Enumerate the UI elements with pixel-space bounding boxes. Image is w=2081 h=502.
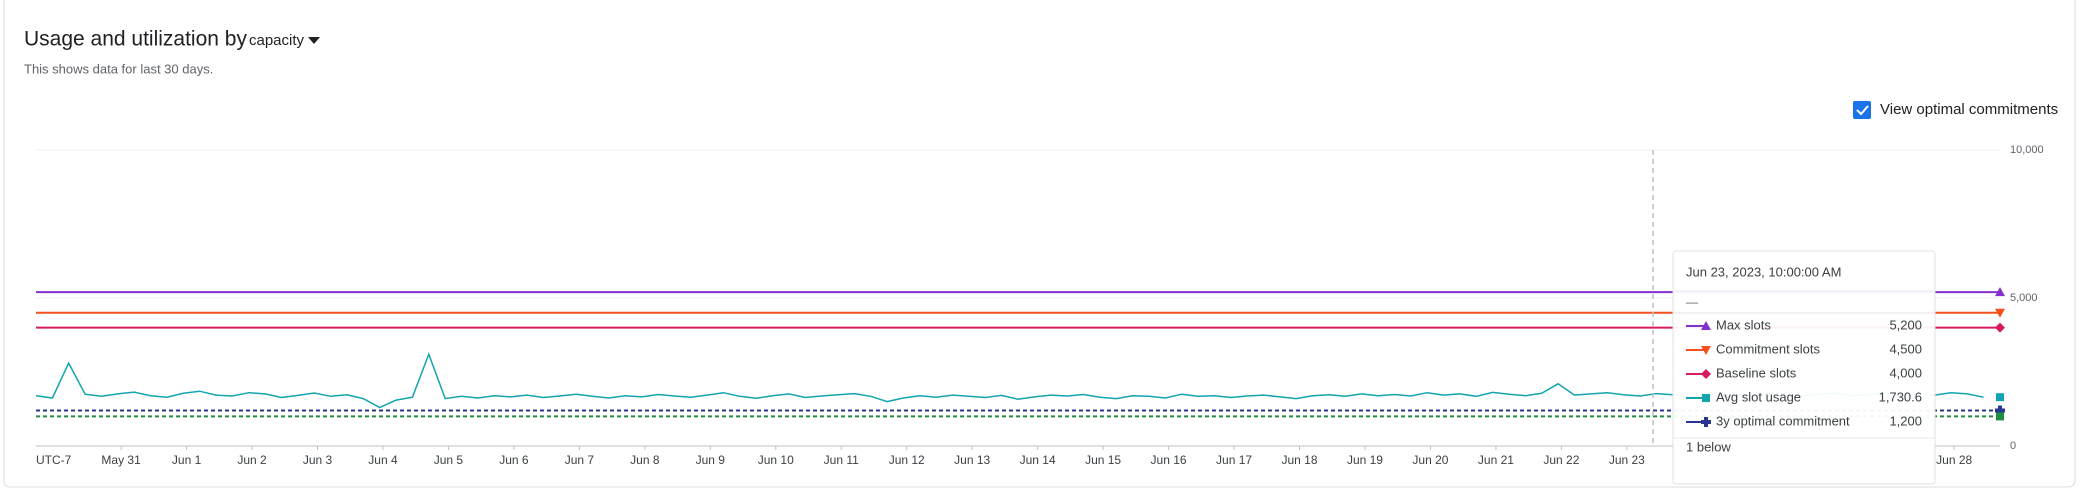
dropdown[interactable]: capacity <box>249 32 305 49</box>
end-marker <box>1995 308 2005 318</box>
dropdown-arrow[interactable] <box>308 37 320 44</box>
end-marker <box>1996 393 2004 402</box>
tooltip-value: 4,000 <box>1889 365 1922 380</box>
x-tick-label: Jun 10 <box>758 453 794 467</box>
x-tick-label: Jun 6 <box>499 453 529 467</box>
checkbox[interactable] <box>1853 101 1871 119</box>
tooltip: Jun 23, 2023, 10:00:00 AM — Max slots 5,200… <box>1672 250 1936 485</box>
tooltip-series-name: 3y optimal commitment <box>1716 413 1850 428</box>
series-line <box>35 352 1984 409</box>
subtitle: This shows data for last 30 days. <box>24 61 213 76</box>
end-marker <box>1995 322 2005 333</box>
y-tick-label: 10,000 <box>2010 144 2044 156</box>
tooltip-title: Jun 23, 2023, 10:00:00 AM <box>1686 264 1841 279</box>
x-tick-label: Jun 1 <box>172 453 202 467</box>
x-tick-label: Jun 18 <box>1281 453 1317 467</box>
x-tick-label: Jun 3 <box>303 453 333 467</box>
legend-marker <box>1701 417 1711 427</box>
legend-marker <box>1701 369 1711 379</box>
x-tick-label: Jun 16 <box>1151 453 1187 467</box>
title: Usage and utilization by <box>24 28 247 51</box>
x-tick-label: Jun 11 <box>824 453 859 467</box>
end-marker <box>1995 287 2005 297</box>
x-tick-label: Jun 8 <box>630 453 660 467</box>
x-tick-label: May 31 <box>101 453 141 467</box>
tooltip-series-name: Commitment slots <box>1716 341 1821 356</box>
end-marker <box>1995 405 2005 416</box>
x-tick-label: Jun 15 <box>1085 453 1121 467</box>
tooltip-series-name: Baseline slots <box>1716 365 1797 380</box>
x-tick-label: Jun 17 <box>1216 453 1252 467</box>
x-tick-label: Jun 23 <box>1609 453 1645 467</box>
tooltip-footer: 1 below <box>1686 439 1731 454</box>
x-tick-label: Jun 19 <box>1347 453 1383 467</box>
tooltip-series-name: Avg slot usage <box>1716 389 1801 404</box>
y-tick-label: 0 <box>2010 440 2016 452</box>
x-tick-label: Jun 7 <box>565 453 595 467</box>
y-tick-label: 5,000 <box>2010 292 2038 304</box>
legend-marker <box>1701 346 1711 355</box>
tooltip-box <box>1672 250 1936 485</box>
x-tick-label: Jun 12 <box>889 453 925 467</box>
timezone-label: UTC-7 <box>36 453 72 467</box>
x-tick-label: Jun 22 <box>1543 453 1579 467</box>
x-tick-label: Jun 20 <box>1412 453 1448 467</box>
checkmark <box>1856 105 1869 116</box>
tooltip-value: 1,730.6 <box>1879 389 1922 404</box>
legend-marker <box>1702 394 1710 402</box>
tooltip-dash: — <box>1686 295 1698 309</box>
x-tick-label: Jun 28 <box>1936 453 1972 467</box>
card <box>3 0 2076 488</box>
tooltip-value: 4,500 <box>1889 341 1922 356</box>
x-tick-label: Jun 2 <box>237 453 267 467</box>
x-tick-label: Jun 4 <box>368 453 398 467</box>
x-tick-label: Jun 9 <box>696 453 726 467</box>
x-tick-label: Jun 14 <box>1020 453 1056 467</box>
checkbox-label[interactable]: View optimal commitments <box>1880 101 2058 118</box>
tooltip-value: 5,200 <box>1889 317 1922 332</box>
x-tick-label: Jun 5 <box>434 453 464 467</box>
legend-marker <box>1701 321 1711 330</box>
x-tick-label: Jun 21 <box>1478 453 1514 467</box>
end-marker <box>1996 412 2004 421</box>
tooltip-value: 1,200 <box>1889 413 1922 428</box>
tooltip-series-name: Max slots <box>1716 317 1771 332</box>
x-tick-label: Jun 13 <box>954 453 990 467</box>
